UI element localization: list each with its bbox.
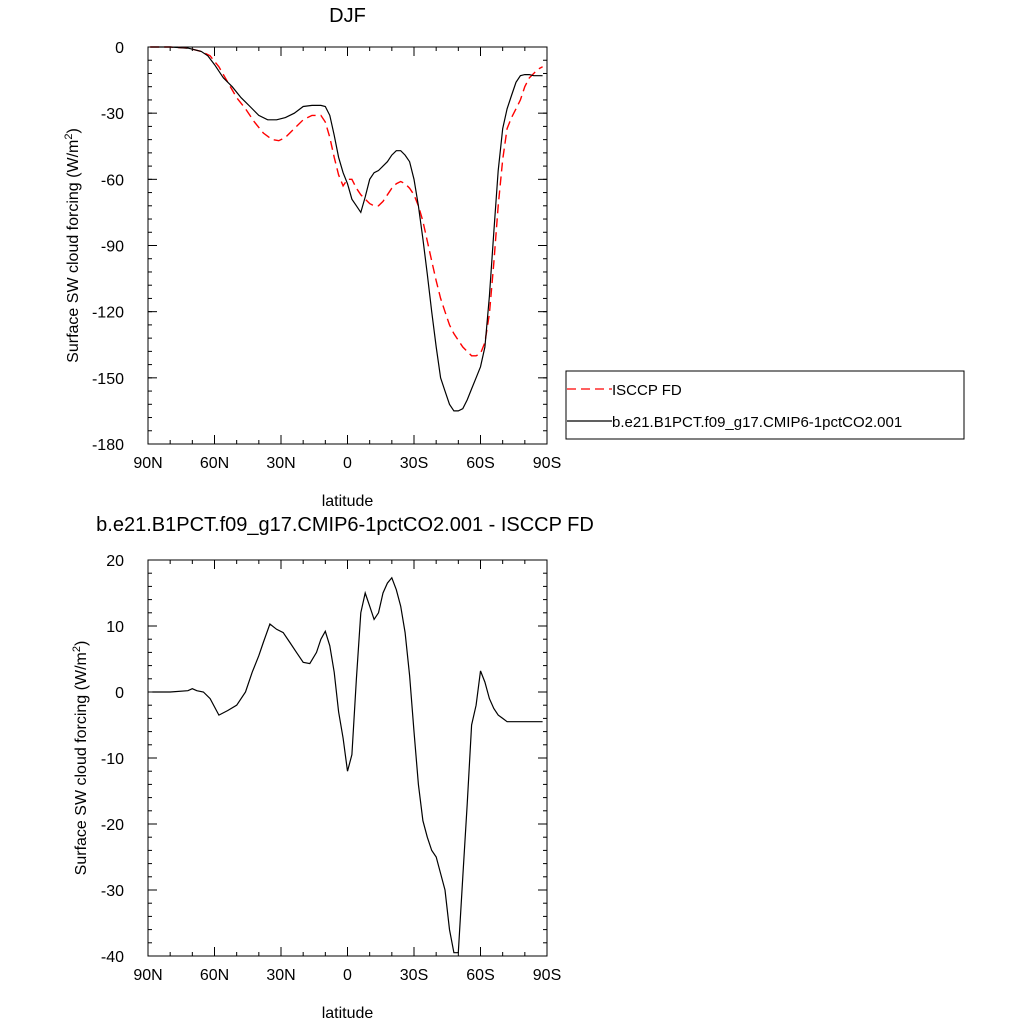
y-tick-label: -10 [101,751,124,768]
x-tick-label: 90N [133,455,162,472]
chart-title: b.e21.B1PCT.f09_g17.CMIP6-1pctCO2.001 - … [96,514,594,536]
y-tick-label: -20 [101,817,124,834]
y-axis-label: Surface SW cloud forcing (W/m2) [71,641,90,876]
x-axis-label: latitude [322,1005,374,1022]
series-line-model [152,576,543,954]
x-tick-label: 30S [400,967,428,984]
x-tick-label: 60N [200,455,229,472]
plot-frame [147,46,548,445]
plot-frame [147,559,548,957]
axis-ticks: 90N 60N 30N 0 30S 60S 90S 20 10 0 -10 -20 -30 -40 [101,553,561,984]
series-line-isccp [150,46,543,357]
series-group [152,576,543,954]
x-tick-label: 60S [466,967,494,984]
legend: ISCCP FD b.e21.B1PCT.f09_g17.CMIP6-1pctC… [565,370,965,440]
x-tick-label: 0 [343,967,352,984]
chart-title: DJF [329,5,366,27]
x-tick-label: 30N [266,967,295,984]
legend-box [565,370,965,440]
chart-bottom: b.e21.B1PCT.f09_g17.CMIP6-1pctCO2.001 - … [71,514,594,1022]
y-axis-label: Surface SW cloud forcing (W/m2) [63,128,82,363]
x-axis-label: latitude [322,493,374,510]
x-tick-label: 30N [266,455,295,472]
x-tick-label: 0 [343,455,352,472]
y-tick-label: -120 [92,305,124,322]
y-tick-label: -60 [101,172,124,189]
y-tick-label: 20 [106,553,124,570]
y-tick-label: 10 [106,619,124,636]
y-tick-label: -90 [101,239,124,256]
x-tick-label: 90N [133,967,162,984]
y-tick-label: -30 [101,106,124,123]
x-tick-label: 60N [200,967,229,984]
y-tick-label: -180 [92,437,124,454]
x-tick-label: 90S [533,967,561,984]
x-tick-label: 60S [466,455,494,472]
x-tick-label: 30S [400,455,428,472]
y-tick-label: -30 [101,883,124,900]
x-tick-label: 90S [533,455,561,472]
legend-entry-isccp: ISCCP FD [612,382,682,399]
y-tick-label: -150 [92,371,124,388]
axis-ticks: 90N 60N 30N 0 30S 60S 90S 0 -30 -60 -90 -120 -150 -18… [92,40,561,472]
y-tick-label: 0 [115,685,124,702]
y-tick-label: -40 [101,949,124,966]
y-tick-label: 0 [115,40,124,57]
chart-top: DJF 90N 60N 30N 0 30S 60S 90S 0 -30 -60 -90 -120 -15… [63,5,561,510]
series-group [150,46,543,412]
legend-entry-model: b.e21.B1PCT.f09_g17.CMIP6-1pctCO2.001 [612,414,902,431]
series-line-model [150,46,543,412]
